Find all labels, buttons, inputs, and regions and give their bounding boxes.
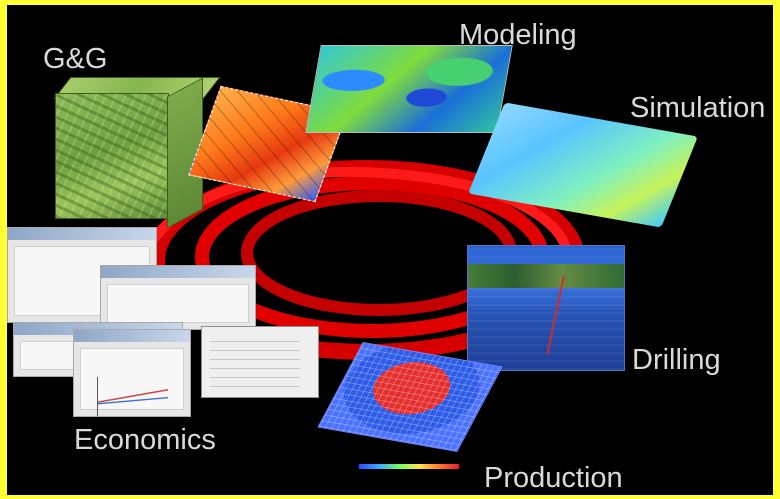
table-row (210, 377, 300, 378)
label-modeling: Modeling (459, 19, 577, 51)
drilling-horizon-band (468, 264, 624, 288)
economics-window-plot (73, 329, 191, 417)
economics-plot-titlebar (74, 330, 190, 342)
production-colorbar (359, 464, 459, 469)
label-production: Production (484, 462, 623, 494)
table-row (210, 350, 300, 351)
table-row (210, 386, 300, 387)
drilling-visualization (467, 245, 625, 371)
table-row (210, 341, 300, 342)
modeling-3d-model (305, 45, 513, 133)
economics-window-titlebar (8, 228, 156, 240)
economics-plot-content (80, 348, 184, 416)
economics-window-chart (100, 265, 256, 330)
slide-canvas: G&G Modeling Simulation Drilling Economi… (7, 5, 773, 495)
economics-line-chart (97, 377, 168, 416)
economics-results-table (201, 326, 319, 398)
table-row (210, 359, 300, 360)
gg-cube-front (55, 93, 169, 219)
economics-chart-content (107, 284, 249, 323)
table-row (210, 368, 300, 369)
label-drilling: Drilling (632, 344, 721, 376)
label-economics: Economics (74, 424, 216, 456)
economics-chart-titlebar (101, 266, 255, 278)
label-gg: G&G (43, 43, 108, 75)
label-simulation: Simulation (630, 92, 766, 124)
